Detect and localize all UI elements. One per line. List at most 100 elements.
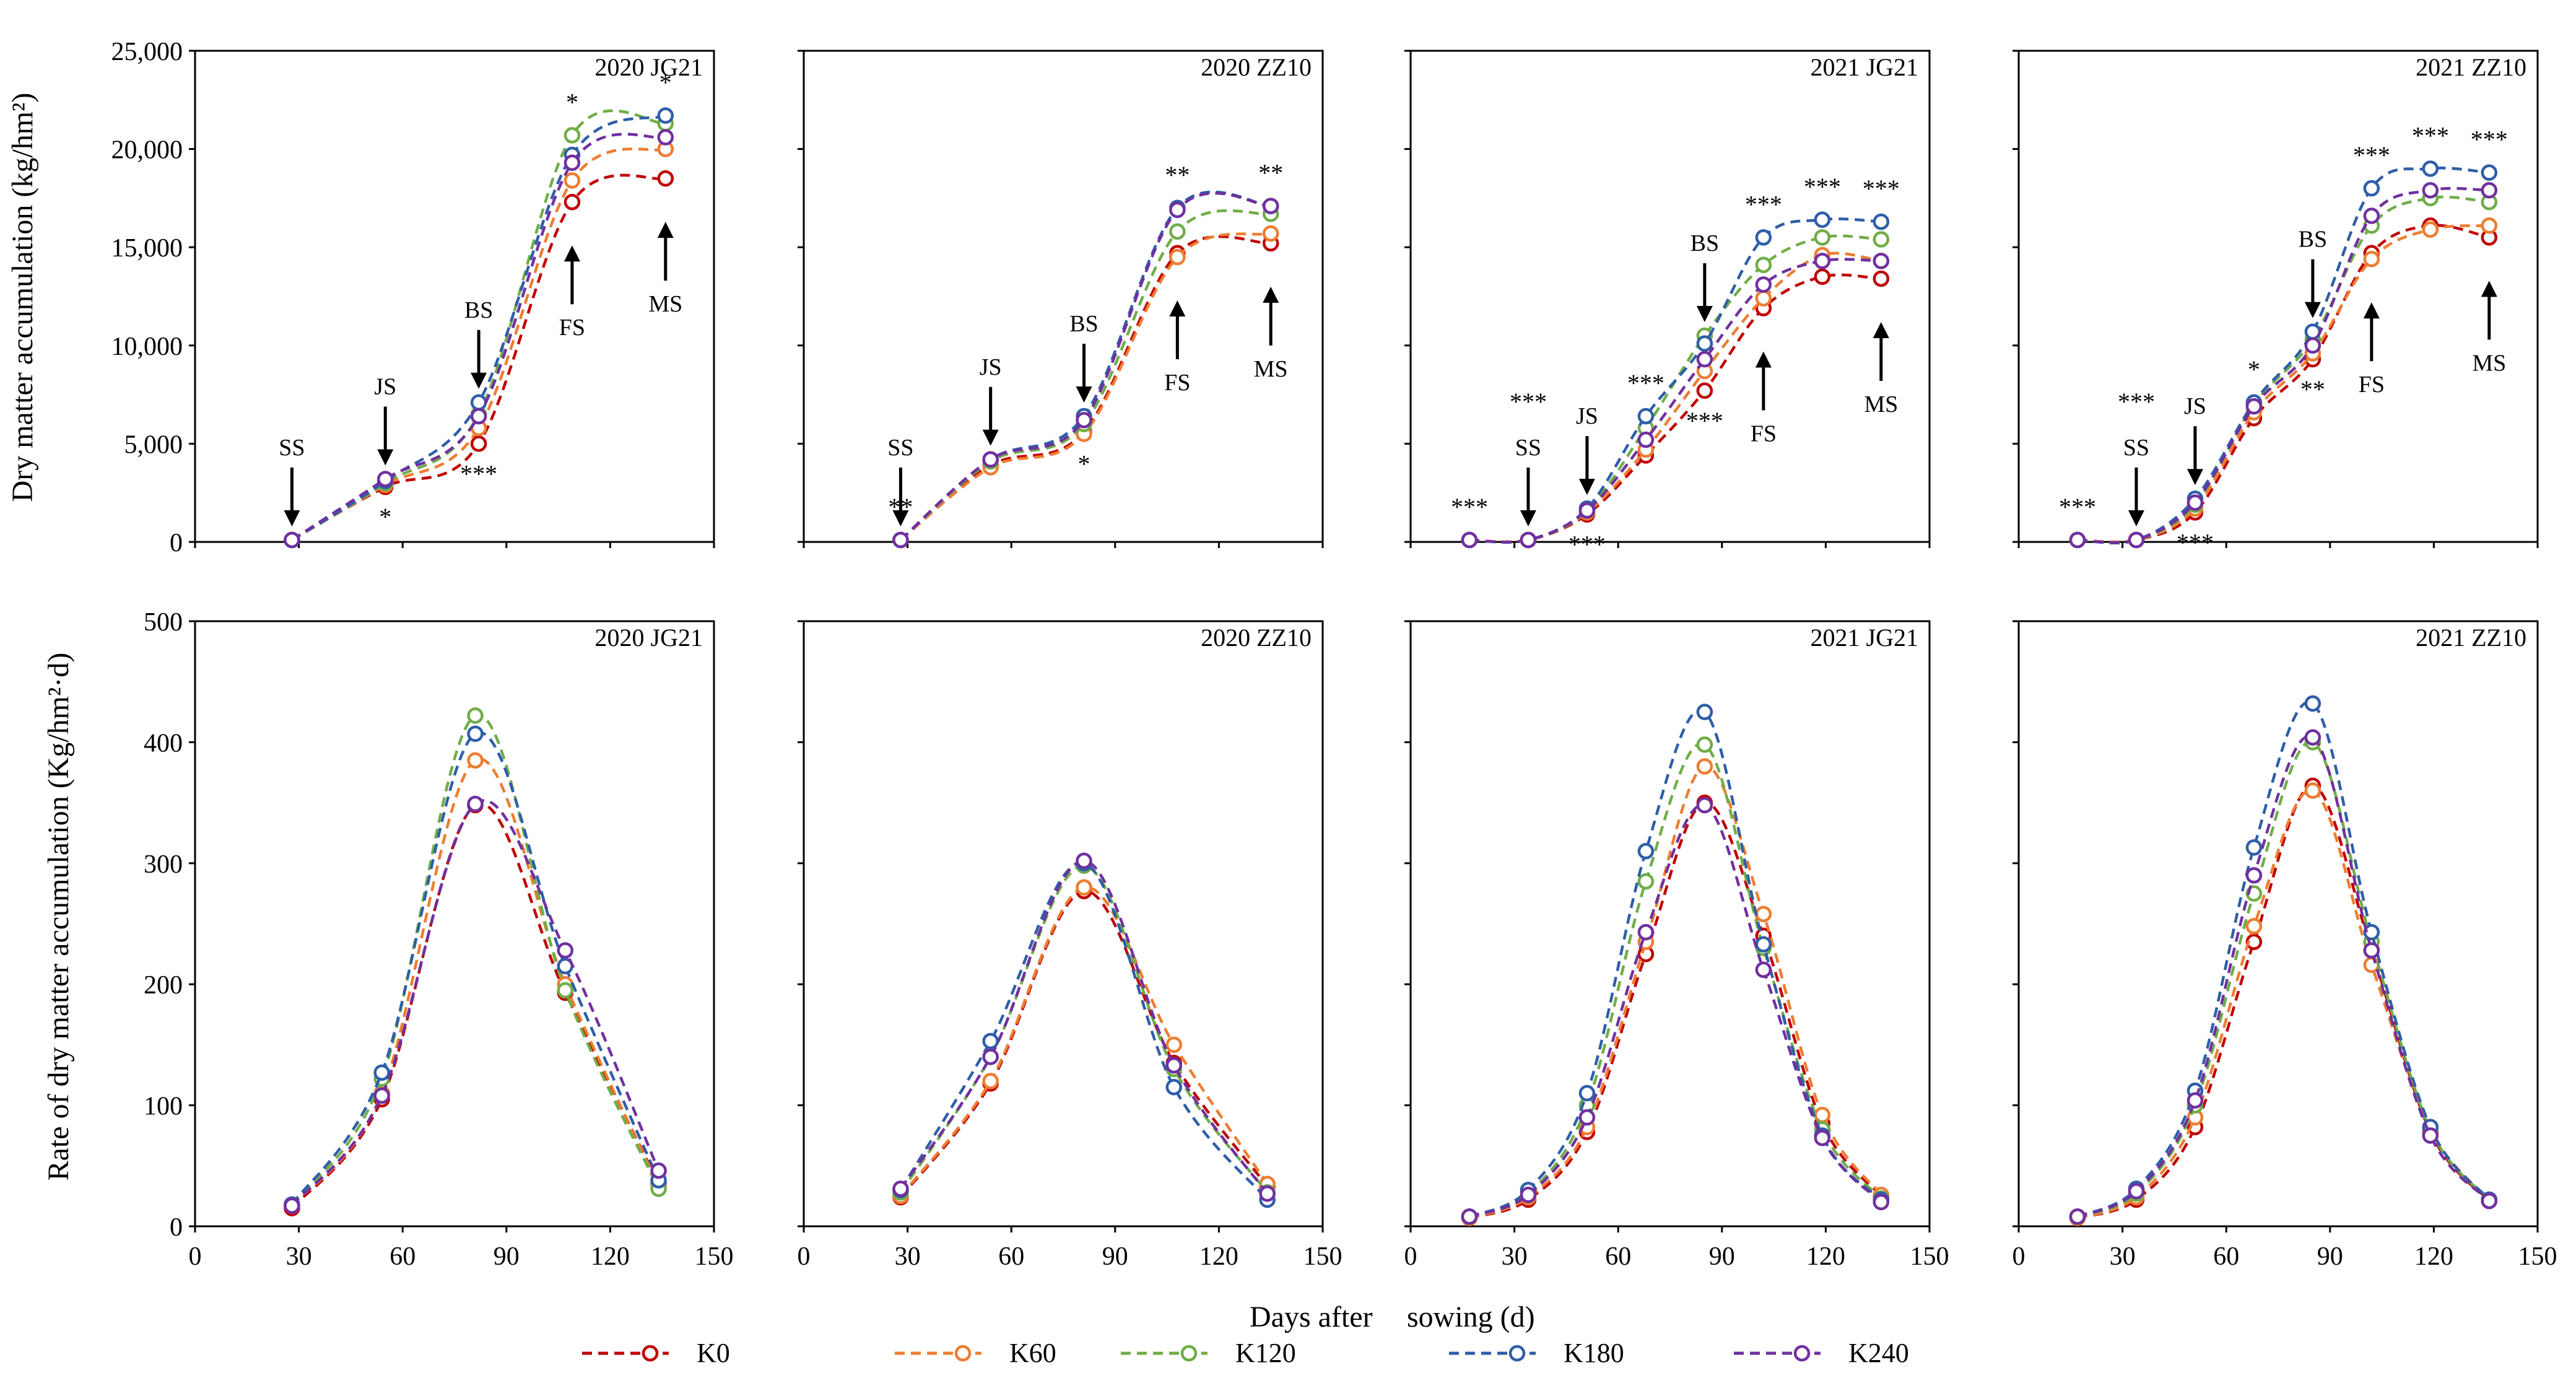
significance-marker: ***	[1745, 190, 1782, 218]
stage-arrow-head	[1076, 386, 1092, 403]
significance-marker: *	[659, 69, 672, 97]
data-point-k240	[470, 408, 487, 425]
data-point-k240	[1259, 1185, 1276, 1202]
data-point-k60	[564, 172, 581, 189]
data-point-k240	[892, 1180, 909, 1197]
series-line-k180	[290, 731, 660, 1206]
stage-annotation: MS	[1254, 286, 1288, 382]
x-tick-label: 150	[1303, 1242, 1342, 1271]
y-tick-label: 20,000	[111, 136, 183, 165]
legend-label: K60	[1009, 1338, 1056, 1368]
data-point-k0	[1814, 268, 1831, 286]
data-point-k120	[1814, 229, 1831, 246]
data-point-k240	[2422, 1127, 2439, 1144]
legend: K0 K60 K120 K180 K240	[582, 1338, 1909, 1368]
series-line-k0	[2077, 784, 2491, 1219]
data-point-k180	[2304, 695, 2321, 712]
significance-marker: ***	[1686, 407, 1723, 435]
data-point-k240	[1076, 412, 1092, 429]
x-tick-label: 30	[286, 1242, 312, 1271]
data-point-k0	[1873, 270, 1890, 287]
data-point-k180	[1165, 1079, 1183, 1096]
stage-annotation: SS	[1515, 435, 1541, 526]
significance-marker: ***	[460, 460, 497, 487]
stage-label: SS	[2123, 435, 2149, 461]
significance-marker: ***	[2059, 493, 2096, 521]
legend-item-k240: K240	[1734, 1338, 1909, 1368]
x-tick-label: 30	[1502, 1242, 1528, 1271]
data-point-k0	[2245, 933, 2263, 951]
stage-annotation: BS	[464, 297, 493, 389]
data-point-k240	[557, 942, 574, 959]
data-point-k0	[657, 170, 674, 187]
series-line-k240	[899, 191, 1271, 541]
x-tick-label: 60	[998, 1242, 1024, 1271]
x-tick-label: 0	[2012, 1242, 2026, 1271]
y-tick-label: 25,000	[111, 38, 183, 66]
data-point-k0	[1696, 382, 1713, 399]
stage-annotation: BS	[2299, 227, 2327, 318]
x-tick-label: 60	[2213, 1242, 2239, 1271]
data-point-k240	[284, 531, 300, 549]
stage-arrow-head	[1873, 321, 1889, 338]
data-point-k240	[1165, 1057, 1183, 1074]
stage-annotation: JS	[1576, 403, 1598, 495]
y-axis-label-top: Dry matter accumulation (kg/hm²)	[6, 93, 39, 502]
y-tick-label: 500	[144, 608, 183, 637]
stage-label: BS	[1069, 311, 1098, 337]
series-line-k60	[2077, 224, 2489, 544]
data-point-k240	[2069, 531, 2086, 549]
data-point-k120	[1696, 736, 1713, 753]
data-point-k60	[2363, 250, 2380, 268]
data-point-k180	[2422, 160, 2439, 177]
stage-arrow-head	[1578, 479, 1595, 495]
data-point-k120	[564, 127, 581, 144]
panel-title: 2020 ZZ10	[1201, 624, 1312, 652]
legend-marker	[1793, 1345, 1811, 1362]
stage-label: MS	[1864, 391, 1898, 417]
stage-label: BS	[464, 297, 493, 323]
data-point-k180	[1578, 1084, 1596, 1102]
data-point-k60	[1169, 248, 1186, 266]
data-point-k240	[1520, 1186, 1537, 1203]
stage-label: FS	[1751, 421, 1777, 447]
series-line-k240	[1469, 803, 1882, 1218]
data-point-k60	[2304, 782, 2321, 799]
series-line-k120	[1469, 742, 1882, 1218]
series-line-k60	[899, 886, 1269, 1197]
x-axis-label-part1: Days after	[1250, 1301, 1373, 1333]
stage-arrow-head	[377, 449, 394, 466]
stage-annotation: SS	[887, 435, 914, 526]
data-point-k240	[2069, 1208, 2086, 1225]
data-point-k180	[1873, 213, 1890, 230]
legend-marker	[1508, 1345, 1526, 1362]
stage-arrow-head	[982, 429, 999, 446]
data-point-k240	[1696, 796, 1713, 814]
data-point-k60	[1755, 905, 1772, 923]
series-line-k240	[2077, 735, 2491, 1218]
panel-title: 2021 JG21	[1811, 624, 1918, 652]
x-tick-label: 90	[494, 1242, 520, 1271]
plot-frame	[1409, 620, 1931, 1228]
x-tick-label: 150	[1910, 1242, 1949, 1271]
significance-marker: *	[1078, 450, 1090, 478]
data-point-k180	[2304, 323, 2321, 340]
stage-label: JS	[980, 354, 1002, 380]
data-point-k180	[1814, 211, 1831, 229]
data-point-k240	[2128, 1183, 2145, 1200]
legend-label: K120	[1235, 1338, 1296, 1368]
data-point-k240	[1696, 351, 1713, 368]
data-point-k240	[1461, 531, 1478, 549]
series-line-k180	[291, 114, 666, 541]
x-tick-label: 0	[189, 1242, 202, 1271]
stage-label: BS	[1690, 230, 1719, 256]
data-point-k240	[564, 154, 581, 172]
x-tick-label: 0	[1404, 1242, 1417, 1271]
x-axis-label-part2: sowing (d)	[1407, 1301, 1535, 1333]
stage-annotation: JS	[2184, 393, 2206, 486]
data-point-k120	[1637, 873, 1655, 890]
data-point-k240	[2245, 867, 2263, 884]
y-tick-label: 200	[144, 971, 183, 1000]
y-tick-label: 0	[170, 529, 183, 557]
